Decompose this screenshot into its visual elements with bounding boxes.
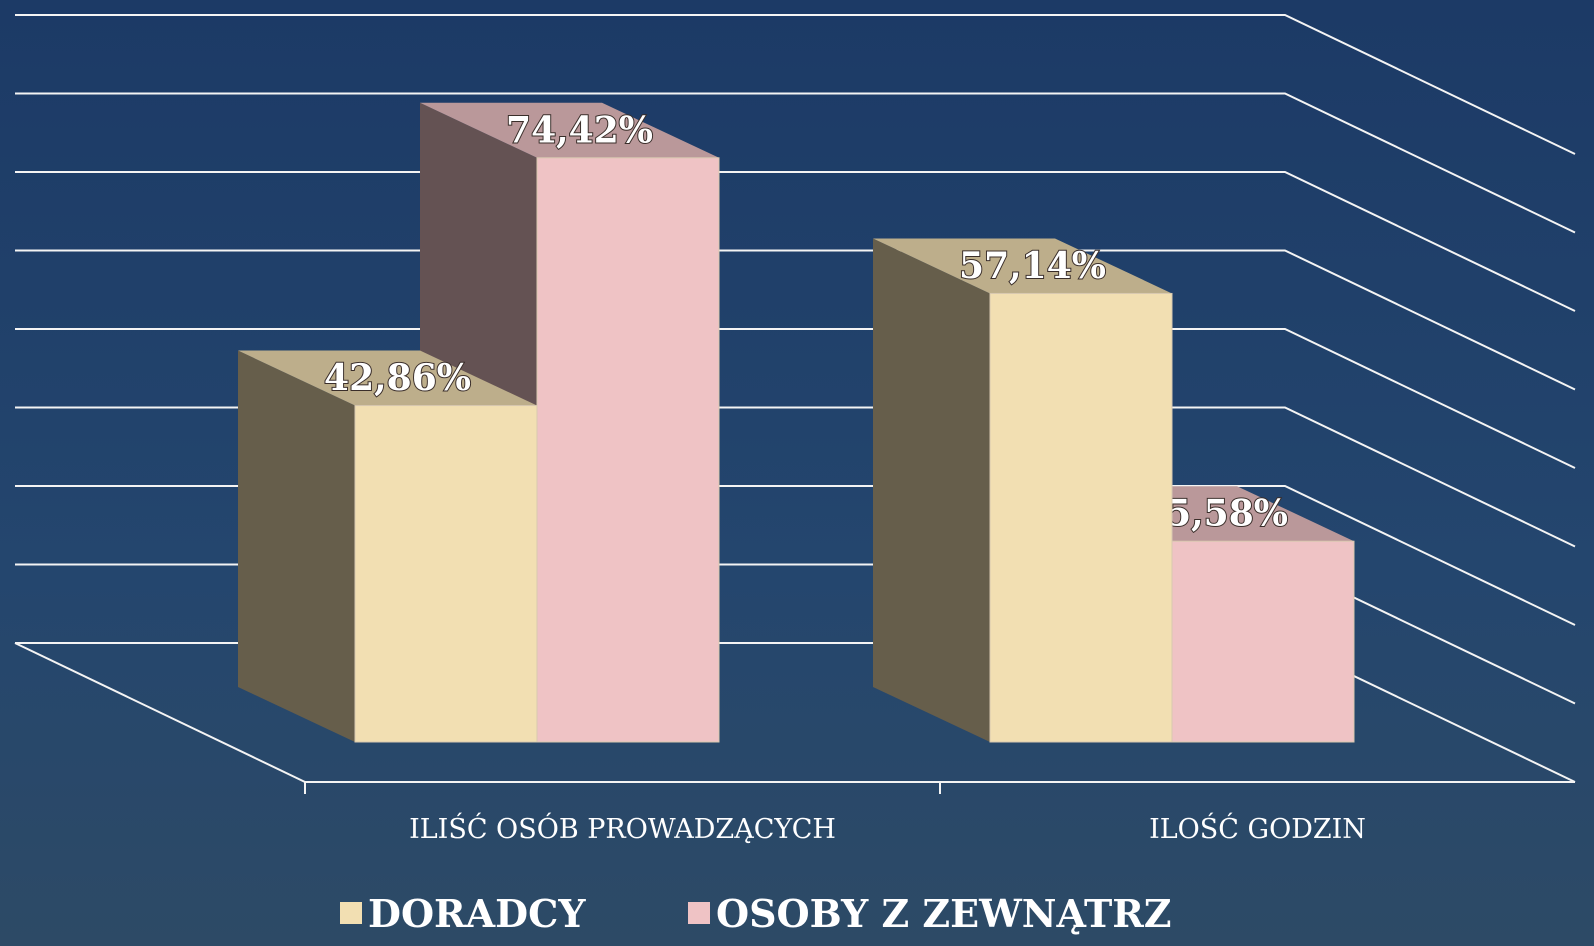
bar-side — [238, 351, 355, 742]
legend-label: DORADCY — [368, 891, 586, 936]
bar — [990, 293, 1172, 742]
bar-side — [873, 238, 990, 742]
bar — [537, 158, 719, 742]
bar — [1172, 541, 1354, 742]
chart: ILIŚĆ OSÓB PROWADZĄCYCH 74,42% 42,86% ILOŚĆ… — [0, 0, 1594, 946]
x-tick-label: ILIŚĆ OSÓB PROWADZĄCYCH — [409, 811, 836, 845]
value-label: 57,14% — [959, 245, 1106, 287]
legend-swatch — [340, 902, 362, 924]
legend-label: OSOBY Z ZEWNĄTRZ — [716, 891, 1172, 936]
legend-swatch — [688, 902, 710, 924]
value-label: 42,86% — [324, 357, 471, 399]
x-tick-label: ILOŚĆ GODZIN — [1149, 811, 1366, 845]
bar — [355, 406, 537, 742]
value-label: 74,42% — [506, 109, 653, 151]
